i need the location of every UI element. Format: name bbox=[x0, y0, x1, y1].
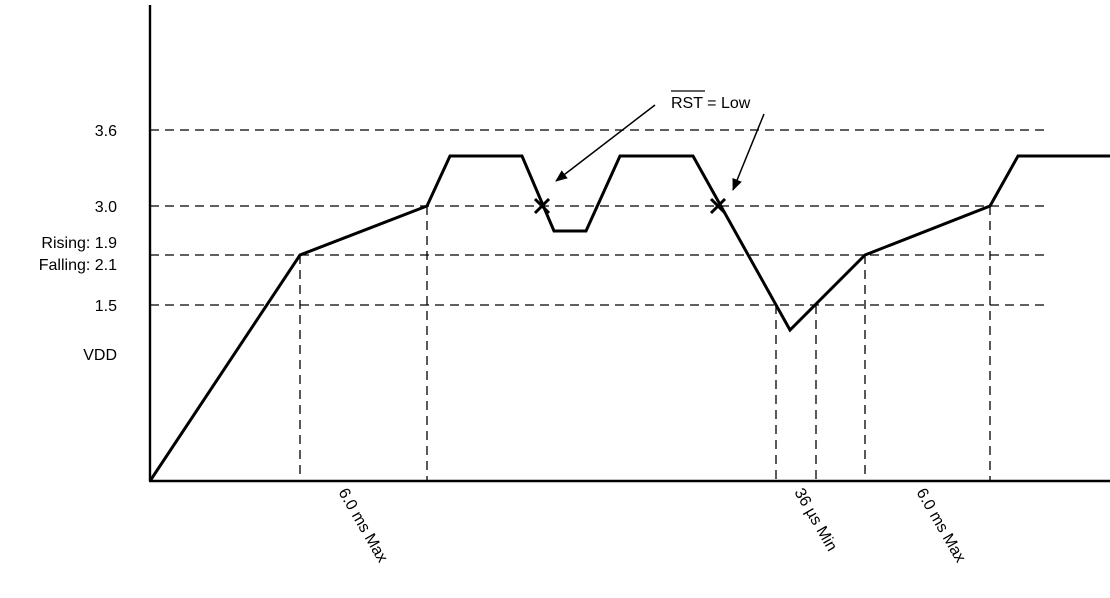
y-label-falling: Falling: 2.1 bbox=[39, 257, 117, 274]
vdd-waveform bbox=[148, 154, 1110, 482]
rst-signal-label: RST bbox=[671, 95, 703, 112]
y-label-3.6: 3.6 bbox=[95, 123, 117, 140]
rst-low-annotation: RST = Low bbox=[671, 95, 751, 112]
rst-low-marker-1 bbox=[533, 197, 551, 215]
y-label-rising: Rising: 1.9 bbox=[41, 235, 117, 252]
annotation-arrow-left bbox=[555, 104, 656, 182]
y-label-1.5: 1.5 bbox=[95, 298, 117, 315]
x-label-6ms-max-1: 6.0 ms Max bbox=[335, 486, 391, 566]
rst-low-suffix: = Low bbox=[703, 95, 751, 112]
x-label-36us-min: 36 µs Min bbox=[791, 486, 841, 555]
annotation-arrow-right bbox=[732, 113, 765, 191]
y-label-3.0: 3.0 bbox=[95, 199, 117, 216]
y-label-vdd: VDD bbox=[83, 347, 117, 364]
rst-low-marker-2 bbox=[709, 197, 727, 215]
x-label-6ms-max-2: 6.0 ms Max bbox=[913, 486, 969, 566]
